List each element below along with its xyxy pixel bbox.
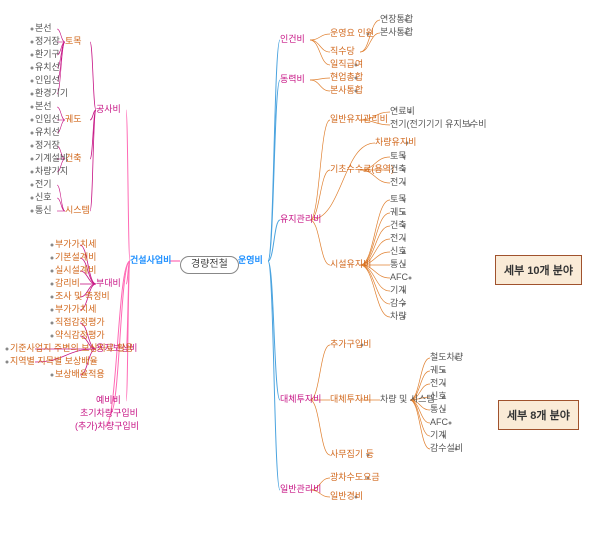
left-l4-0-3-1: 신호 [35, 193, 52, 202]
root-node: 경량전철 [180, 256, 239, 274]
left-l3-1-3: 감리비 [55, 279, 80, 288]
right-4-0: 광차수도요금 [330, 473, 380, 482]
right-3-1-0-0: 철도차량 [430, 353, 463, 362]
right-2-3: 시설유지비 [330, 260, 371, 269]
left-l3-2-2: 기준사업지 주변의 보상자료 활용 [10, 344, 133, 353]
right-3-1-0-5: AFC [430, 418, 448, 427]
right-2-3-8: 감수 [390, 299, 407, 308]
right-3-1-0: 차량 및 시스템 [380, 395, 435, 404]
right-3-1-0-2: 전기 [430, 379, 447, 388]
right-2-3-3: 전기 [390, 234, 407, 243]
right-2-2-1: 건축 [390, 165, 407, 174]
left-l4-0-2-0: 정거장 [35, 141, 60, 150]
left-l4-0-0-1: 정거장 [35, 37, 60, 46]
right-2-2: 기초수수료(용역) [330, 165, 394, 174]
right-2-2-0: 토목 [390, 152, 407, 161]
callout-1: 세부 8개 분야 [498, 400, 579, 430]
right-2-0: 일반유지관리비 [330, 115, 388, 124]
left-l3-1-0: 부가가치세 [55, 240, 96, 249]
left-l4-0-0-4: 인입선 [35, 76, 60, 85]
left-l3-0-1: 궤도 [65, 115, 82, 124]
right-2-3-2: 건축 [390, 221, 407, 230]
right-2-3-1: 궤도 [390, 208, 407, 217]
right-3-1-0-7: 감수설비 [430, 444, 463, 453]
left-l4-0-1-1: 인입선 [35, 115, 60, 124]
right-2-3-0: 토목 [390, 195, 407, 204]
right-2-3-7: 기계 [390, 286, 407, 295]
left-l4-0-3-2: 통신 [35, 206, 52, 215]
right-1-1: 본사통합 [330, 86, 363, 95]
left-l3-2-4: 보상배율적용 [55, 370, 105, 379]
left-l4-0-3-0: 전기 [35, 180, 52, 189]
mindmap-canvas: 경량전철건설사업비공사비토목본선정거장환기구유치선인입선환경기기궤도본선인입선유… [0, 0, 605, 539]
right-0-2: 일직급여 [330, 60, 363, 69]
left-l4-0-0-5: 환경기기 [35, 89, 68, 98]
callout-0: 세부 10개 분야 [495, 255, 582, 285]
right-2-3-5: 통신 [390, 260, 407, 269]
right-3-1-0-6: 기계 [430, 431, 447, 440]
left-l4-0-0-3: 유치선 [35, 63, 60, 72]
left-l4-0-0-0: 본선 [35, 24, 52, 33]
left-l2-4: 초기차량구입비 [80, 409, 138, 418]
left-l4-0-2-1: 기계설비 [35, 154, 68, 163]
left-l2-3: 예비비 [96, 396, 121, 405]
left-l3-1-1: 기본설계비 [55, 253, 96, 262]
right-2-3-6: AFC [390, 273, 408, 282]
left-l3-2-3: 지역별 지목별 보상배율 [10, 357, 98, 366]
right-0-1: 직수당 [330, 47, 355, 56]
right-3-1-0-1: 궤도 [430, 366, 447, 375]
right-2-3-9: 차량 [390, 312, 407, 321]
left-l4-0-2-2: 차량기지 [35, 167, 68, 176]
right-2: 유지관리비 [280, 215, 321, 224]
left-l4-0-1-2: 유치선 [35, 128, 60, 137]
left-l2-0: 공사비 [96, 105, 121, 114]
left-l2-1: 부대비 [96, 279, 121, 288]
right-4: 일반관리비 [280, 485, 321, 494]
right-0: 인건비 [280, 35, 305, 44]
right-main: 운영비 [238, 256, 263, 265]
left-l3-1-5: 부가가치세 [55, 305, 96, 314]
left-l3-1-2: 실시설계비 [55, 266, 96, 275]
right-3: 대체투자비 [280, 395, 321, 404]
right-1-0: 현업총합 [330, 73, 363, 82]
right-2-0-1: 전기(전기기기 유지보수비 [390, 120, 487, 129]
right-0-0: 운영요 인원 [330, 29, 374, 38]
right-3-2: 사무집기 등 [330, 450, 374, 459]
right-3-1: 대체투자비 [330, 395, 371, 404]
left-l4-0-1-0: 본선 [35, 102, 52, 111]
right-3-1-0-4: 통신 [430, 405, 447, 414]
right-3-1-0-3: 신호 [430, 392, 447, 401]
right-1: 동력비 [280, 75, 305, 84]
right-2-3-4: 신호 [390, 247, 407, 256]
right-0-1-0: 연장통합 [380, 15, 413, 24]
left-l3-0-3: 시스템 [65, 206, 90, 215]
right-3-0: 추가구입비 [330, 340, 371, 349]
left-l4-0-0-2: 환기구 [35, 50, 60, 59]
right-2-2-2: 전기 [390, 178, 407, 187]
right-2-1: 차량유지비 [375, 138, 416, 147]
left-l3-0-0: 토목 [65, 37, 82, 46]
left-l2-5: (추가)차량구입비 [75, 422, 139, 431]
right-2-0-0: 연료비 [390, 107, 415, 116]
right-4-1: 일반경비 [330, 492, 363, 501]
left-l3-2-0: 직접감정평가 [55, 318, 105, 327]
left-main: 건설사업비 [130, 256, 171, 265]
left-l3-2-1: 약식감정평가 [55, 331, 105, 340]
left-l3-1-4: 조사 및 측정비 [55, 292, 110, 301]
right-0-1-1: 본사통합 [380, 28, 413, 37]
